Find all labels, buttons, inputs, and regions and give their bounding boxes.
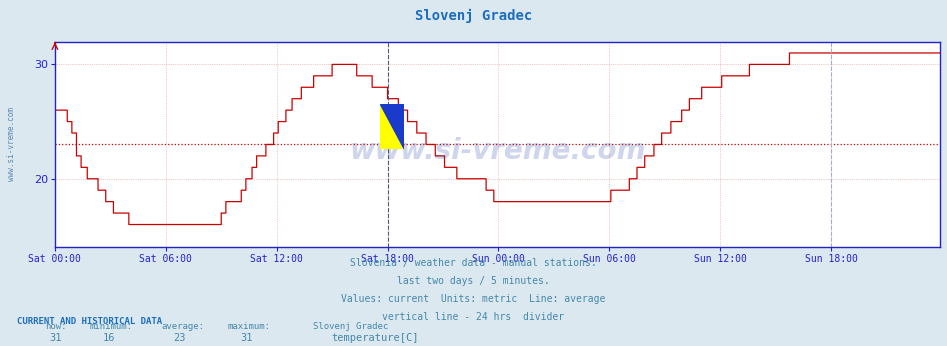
Text: maximum:: maximum: (227, 322, 270, 331)
Text: www.si-vreme.com: www.si-vreme.com (349, 137, 646, 165)
Text: temperature[C]: temperature[C] (331, 333, 419, 343)
Text: vertical line - 24 hrs  divider: vertical line - 24 hrs divider (383, 312, 564, 322)
Text: www.si-vreme.com: www.si-vreme.com (7, 108, 16, 181)
Text: Values: current  Units: metric  Line: average: Values: current Units: metric Line: aver… (341, 294, 606, 304)
Text: CURRENT AND HISTORICAL DATA: CURRENT AND HISTORICAL DATA (17, 317, 162, 326)
Polygon shape (381, 104, 404, 149)
Text: now:: now: (45, 322, 67, 331)
Text: last two days / 5 minutes.: last two days / 5 minutes. (397, 276, 550, 286)
Text: Slovenj Gradec: Slovenj Gradec (415, 9, 532, 23)
Text: 31: 31 (49, 333, 62, 343)
Polygon shape (381, 104, 404, 149)
Text: 31: 31 (241, 333, 253, 343)
Text: 23: 23 (173, 333, 186, 343)
Text: Slovenia / weather data - manual stations.: Slovenia / weather data - manual station… (350, 258, 597, 268)
Text: Slovenj Gradec: Slovenj Gradec (313, 322, 387, 331)
Text: average:: average: (161, 322, 204, 331)
Text: minimum:: minimum: (90, 322, 133, 331)
Text: 16: 16 (102, 333, 115, 343)
